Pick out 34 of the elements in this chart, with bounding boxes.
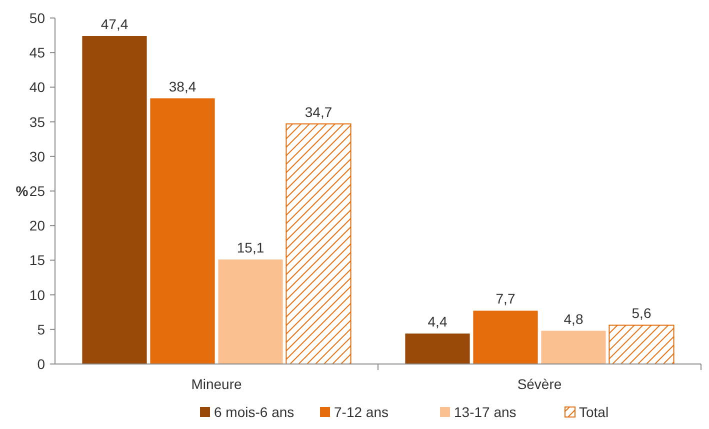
bar <box>82 36 147 364</box>
y-tick-label: 35 <box>29 114 46 130</box>
legend-label: 7-12 ans <box>334 404 388 420</box>
y-axis-title: % <box>16 183 29 199</box>
y-tick-label: 40 <box>29 79 46 96</box>
data-label: 15,1 <box>236 240 264 256</box>
data-label: 34,7 <box>304 104 332 120</box>
x-tick-label: Sévère <box>517 376 562 392</box>
y-tick-label: 45 <box>29 44 46 61</box>
y-tick-label: 50 <box>29 10 46 26</box>
bar <box>218 260 283 364</box>
legend-label: Total <box>579 404 609 420</box>
bar <box>405 334 470 364</box>
data-label: 38,4 <box>168 78 196 94</box>
data-label: 47,4 <box>100 16 128 32</box>
legend-label: 6 mois-6 ans <box>214 404 294 420</box>
bar <box>286 123 352 364</box>
data-label: 7,7 <box>496 290 516 307</box>
legend-label: 13-17 ans <box>454 404 516 420</box>
bar <box>473 310 538 364</box>
x-tick-label: Mineure <box>191 376 242 392</box>
bar <box>608 324 674 364</box>
data-label: 4,4 <box>428 314 448 330</box>
y-tick-label: 30 <box>29 148 46 164</box>
y-tick-label: 15 <box>29 252 46 268</box>
y-tick-label: 10 <box>29 286 46 303</box>
y-tick-label: 20 <box>29 218 46 234</box>
bar <box>150 98 215 364</box>
bar <box>541 330 606 364</box>
data-label: 5,6 <box>632 305 652 322</box>
y-tick-label: 5 <box>37 321 46 338</box>
data-label: 4,8 <box>564 310 584 327</box>
y-tick-label: 25 <box>29 183 46 199</box>
y-tick-label: 0 <box>37 356 46 372</box>
